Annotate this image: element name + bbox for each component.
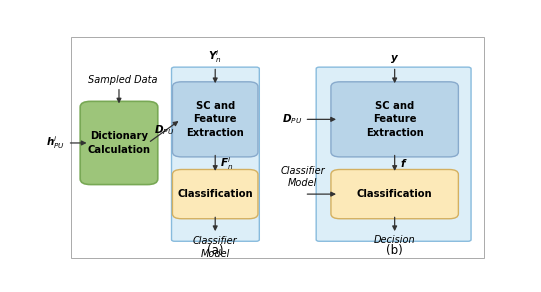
Text: $\boldsymbol{F}^{i}_{n}$: $\boldsymbol{F}^{i}_{n}$ — [220, 155, 234, 172]
FancyBboxPatch shape — [173, 169, 258, 219]
Text: Classifier
Model: Classifier Model — [193, 236, 237, 259]
Text: $\boldsymbol{h}^{i}_{PU}$: $\boldsymbol{h}^{i}_{PU}$ — [47, 135, 65, 151]
FancyBboxPatch shape — [331, 169, 458, 219]
FancyBboxPatch shape — [171, 67, 259, 241]
Text: $\boldsymbol{Y}^{i}_{n}$: $\boldsymbol{Y}^{i}_{n}$ — [208, 48, 222, 65]
Text: $\boldsymbol{y}$: $\boldsymbol{y}$ — [390, 53, 399, 65]
FancyBboxPatch shape — [331, 82, 458, 157]
Text: SC and
Feature
Extraction: SC and Feature Extraction — [186, 101, 244, 138]
Text: Classification: Classification — [177, 189, 253, 199]
Text: Dictionary
Calculation: Dictionary Calculation — [88, 131, 150, 154]
FancyBboxPatch shape — [316, 67, 471, 241]
Text: $\boldsymbol{D}_{PU}$: $\boldsymbol{D}_{PU}$ — [154, 124, 175, 137]
Text: Classifier
Model: Classifier Model — [280, 166, 325, 189]
FancyBboxPatch shape — [71, 37, 484, 258]
Text: Classification: Classification — [357, 189, 432, 199]
FancyBboxPatch shape — [80, 101, 158, 185]
Text: SC and
Feature
Extraction: SC and Feature Extraction — [366, 101, 424, 138]
Text: $\boldsymbol{f}$: $\boldsymbol{f}$ — [400, 157, 407, 169]
Text: Sampled Data: Sampled Data — [88, 74, 158, 84]
Text: (b): (b) — [386, 244, 403, 256]
FancyBboxPatch shape — [173, 82, 258, 157]
Text: Decision: Decision — [374, 235, 415, 245]
Text: (a): (a) — [207, 244, 223, 256]
Text: $\boldsymbol{D}_{PU}$: $\boldsymbol{D}_{PU}$ — [282, 112, 302, 126]
